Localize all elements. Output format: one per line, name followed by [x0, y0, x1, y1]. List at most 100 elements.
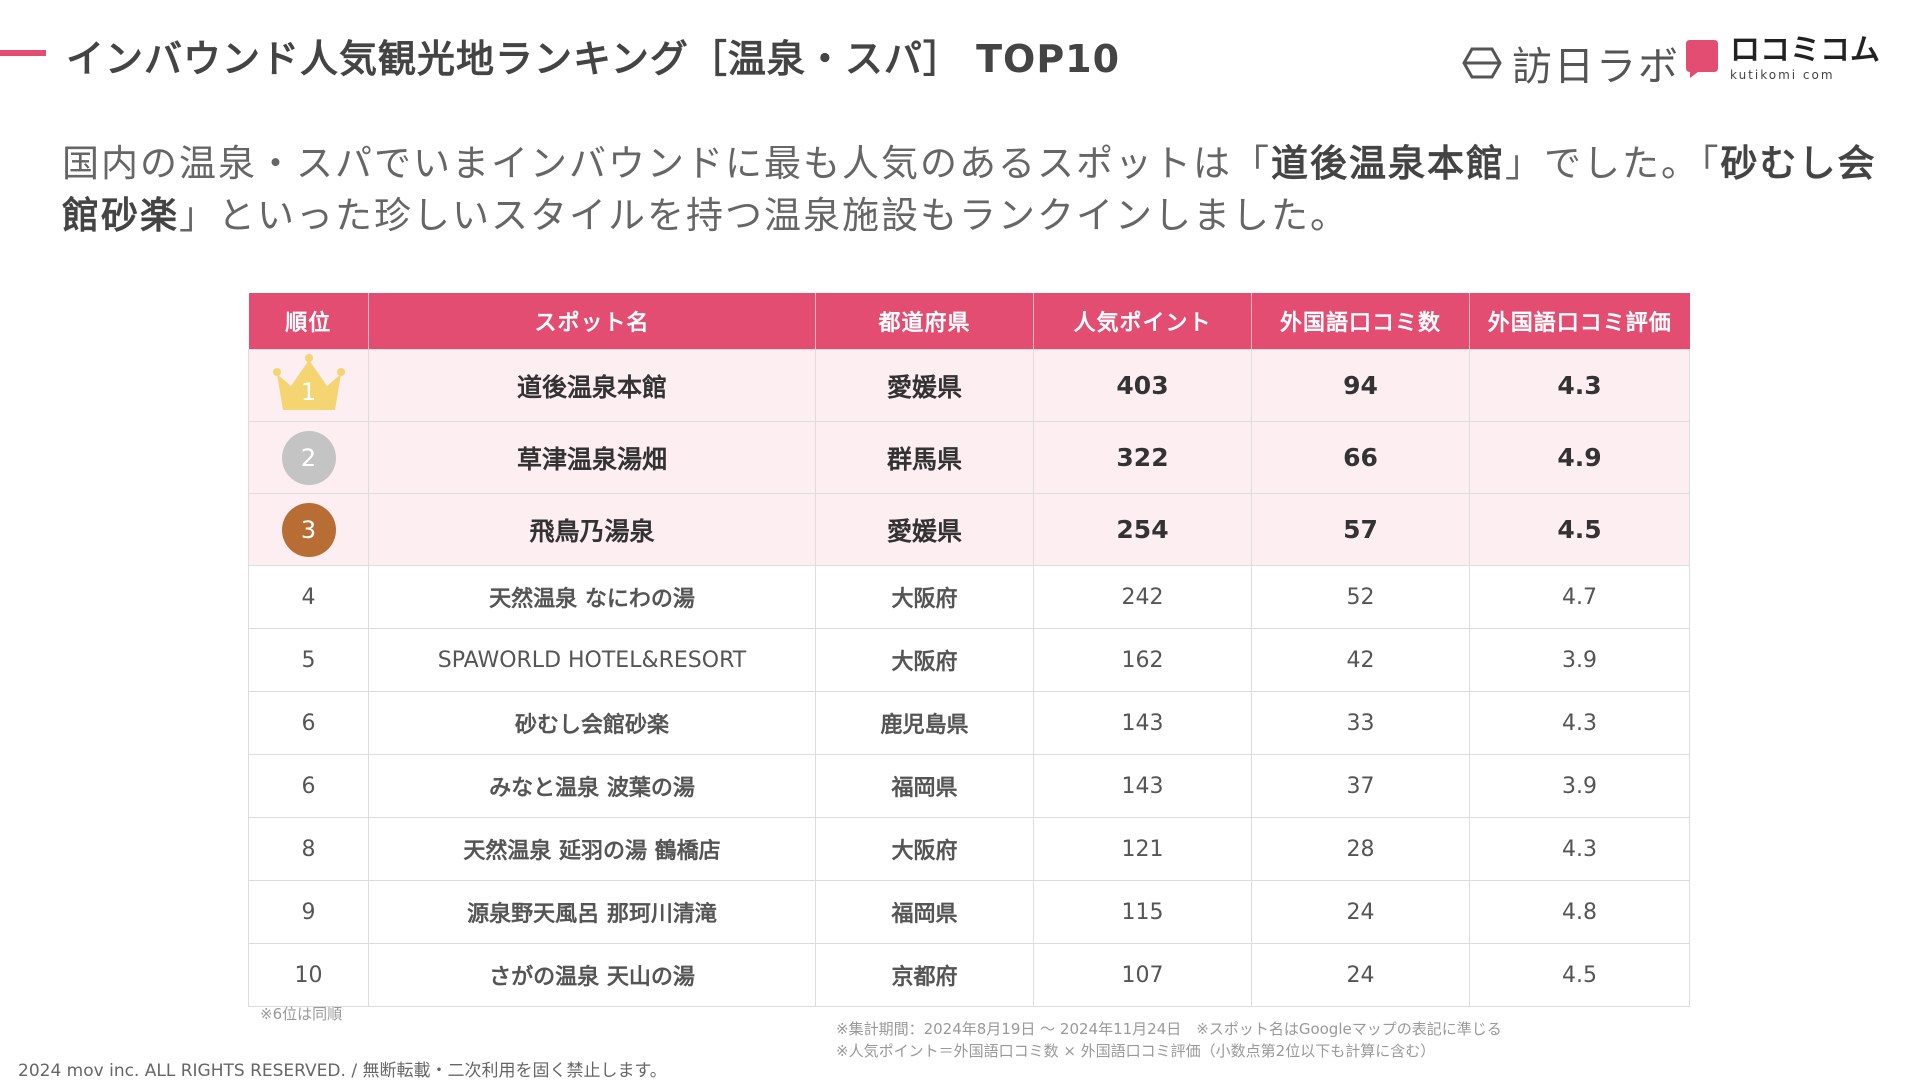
table-header-row: 順位 スポット名 都道府県 人気ポイント 外国語口コミ数 外国語口コミ評価 — [248, 293, 1690, 350]
table-row: 5 SPAWORLD HOTEL&RESORT 大阪府 162 42 3.9 — [248, 628, 1690, 692]
houbi-labo-logo: 訪日ラボ — [1462, 34, 1680, 92]
spot-name-cell: 砂むし会館砂楽 — [368, 691, 816, 755]
spot-name-cell: SPAWORLD HOTEL&RESORT — [368, 628, 816, 692]
review-count-cell: 94 — [1251, 349, 1470, 422]
period-note: ※集計期間：2024年8月19日 〜 2024年11月24日 ※スポット名はGo… — [836, 1020, 1502, 1038]
speech-bubble-icon — [1686, 39, 1718, 78]
rank-cell: 1 — [248, 349, 369, 422]
points-cell: 254 — [1033, 493, 1252, 566]
table-row: 1 道後温泉本館 愛媛県 403 94 4.3 — [248, 349, 1690, 422]
header-rank: 順位 — [248, 293, 369, 350]
rating-cell: 4.3 — [1469, 691, 1690, 755]
rating-cell: 4.8 — [1469, 880, 1690, 944]
ranking-table: 順位 スポット名 都道府県 人気ポイント 外国語口コミ数 外国語口コミ評価 — [248, 293, 1690, 1007]
lead-paragraph: 国内の温泉・スパでいまインバウンドに最も人気のあるスポットは「道後温泉本館」でし… — [62, 138, 1882, 242]
houbi-labo-mark-icon — [1462, 47, 1502, 79]
title-accent-bar — [0, 50, 46, 56]
prefecture-cell: 京都府 — [815, 943, 1034, 1007]
rating-cell: 4.7 — [1469, 565, 1690, 629]
rating-cell: 4.5 — [1469, 943, 1690, 1007]
review-count-cell: 66 — [1251, 421, 1470, 494]
prefecture-cell: 福岡県 — [815, 880, 1034, 944]
methodology-notes: ※集計期間：2024年8月19日 〜 2024年11月24日 ※スポット名はGo… — [836, 1018, 1502, 1062]
rank-cell: 6 — [248, 754, 369, 818]
table-row: 9 源泉野天風呂 那珂川清滝 福岡県 115 24 4.8 — [248, 880, 1690, 944]
points-cell: 107 — [1033, 943, 1252, 1007]
header-spot-name: スポット名 — [368, 293, 816, 350]
silver-medal-icon: 2 — [281, 430, 336, 485]
rating-cell: 4.5 — [1469, 493, 1690, 566]
rank-cell: 2 — [248, 421, 369, 494]
points-cell: 242 — [1033, 565, 1252, 629]
points-cell: 322 — [1033, 421, 1252, 494]
review-count-cell: 42 — [1251, 628, 1470, 692]
rating-cell: 3.9 — [1469, 628, 1690, 692]
header-foreign-review-rating: 外国語口コミ評価 — [1469, 293, 1690, 350]
prefecture-cell: 大阪府 — [815, 565, 1034, 629]
page-title: インバウンド人気観光地ランキング［温泉・スパ］ TOP10 — [66, 37, 1121, 81]
lead-highlight-2: 砂むし会館砂楽 — [62, 142, 1877, 237]
spot-name-cell: 道後温泉本館 — [368, 349, 816, 422]
spot-name-cell: 飛鳥乃湯泉 — [368, 493, 816, 566]
rank-cell: 3 — [248, 493, 369, 566]
table-row: 4 天然温泉 なにわの湯 大阪府 242 52 4.7 — [248, 565, 1690, 629]
prefecture-cell: 鹿児島県 — [815, 691, 1034, 755]
prefecture-cell: 群馬県 — [815, 421, 1034, 494]
table-row: 3 飛鳥乃湯泉 愛媛県 254 57 4.5 — [248, 493, 1690, 566]
rank-cell: 10 — [248, 943, 369, 1007]
rating-cell: 4.3 — [1469, 817, 1690, 881]
rank-cell: 9 — [248, 880, 369, 944]
kuchikomi-com-logo: ロコミコム kutikomi com — [1684, 36, 1880, 81]
points-cell: 121 — [1033, 817, 1252, 881]
points-cell: 115 — [1033, 880, 1252, 944]
points-cell: 403 — [1033, 349, 1252, 422]
table-row: 6 砂むし会館砂楽 鹿児島県 143 33 4.3 — [248, 691, 1690, 755]
rank-cell: 4 — [248, 565, 369, 629]
rating-cell: 4.3 — [1469, 349, 1690, 422]
spot-name-cell: 草津温泉湯畑 — [368, 421, 816, 494]
rank-cell: 5 — [248, 628, 369, 692]
review-count-cell: 24 — [1251, 880, 1470, 944]
lead-text: 」でした。「 — [1505, 142, 1721, 185]
table-row: 6 みなと温泉 波葉の湯 福岡県 143 37 3.9 — [248, 754, 1690, 818]
table-row: 8 天然温泉 延羽の湯 鶴橋店 大阪府 121 28 4.3 — [248, 817, 1690, 881]
review-count-cell: 37 — [1251, 754, 1470, 818]
header-prefecture: 都道府県 — [815, 293, 1034, 350]
rank-cell: 8 — [248, 817, 369, 881]
rank-number: 1 — [300, 377, 317, 406]
copyright-footer: 2024 mov inc. ALL RIGHTS RESERVED. / 無断転… — [18, 1061, 667, 1080]
rank-cell: 6 — [248, 691, 369, 755]
spot-name-cell: 天然温泉 延羽の湯 鶴橋店 — [368, 817, 816, 881]
prefecture-cell: 大阪府 — [815, 817, 1034, 881]
review-count-cell: 28 — [1251, 817, 1470, 881]
spot-name-cell: さがの温泉 天山の湯 — [368, 943, 816, 1007]
prefecture-cell: 愛媛県 — [815, 493, 1034, 566]
rating-cell: 3.9 — [1469, 754, 1690, 818]
spot-name-cell: 源泉野天風呂 那珂川清滝 — [368, 880, 816, 944]
prefecture-cell: 愛媛県 — [815, 349, 1034, 422]
kuchikomi-logo-kana: ロコミコム — [1730, 33, 1880, 68]
lead-text: 国内の温泉・スパでいまインバウンドに最も人気のあるスポットは「 — [62, 142, 1271, 185]
prefecture-cell: 大阪府 — [815, 628, 1034, 692]
lead-highlight-1: 道後温泉本館 — [1271, 142, 1505, 185]
header-popularity-points: 人気ポイント — [1033, 293, 1252, 350]
points-cell: 143 — [1033, 691, 1252, 755]
points-formula-note: ※人気ポイント＝外国語口コミ数 × 外国語口コミ評価（小数点第2位以下も計算に含… — [836, 1042, 1436, 1060]
bronze-medal-icon: 3 — [281, 502, 336, 557]
points-cell: 162 — [1033, 628, 1252, 692]
review-count-cell: 52 — [1251, 565, 1470, 629]
houbi-labo-logo-text: 訪日ラボ — [1512, 44, 1680, 90]
rating-cell: 4.9 — [1469, 421, 1690, 494]
points-cell: 143 — [1033, 754, 1252, 818]
table-row: 10 さがの温泉 天山の湯 京都府 107 24 4.5 — [248, 943, 1690, 1007]
spot-name-cell: みなと温泉 波葉の湯 — [368, 754, 816, 818]
kuchikomi-logo-roman: kutikomi com — [1730, 68, 1835, 82]
review-count-cell: 33 — [1251, 691, 1470, 755]
review-count-cell: 57 — [1251, 493, 1470, 566]
spot-name-cell: 天然温泉 なにわの湯 — [368, 565, 816, 629]
header-foreign-review-count: 外国語口コミ数 — [1251, 293, 1470, 350]
lead-text: 」といった珍しいスタイルを持つ温泉施設もランクインしました。 — [179, 194, 1349, 237]
gold-crown-icon: 1 — [269, 352, 349, 414]
table-row: 2 草津温泉湯畑 群馬県 322 66 4.9 — [248, 421, 1690, 494]
